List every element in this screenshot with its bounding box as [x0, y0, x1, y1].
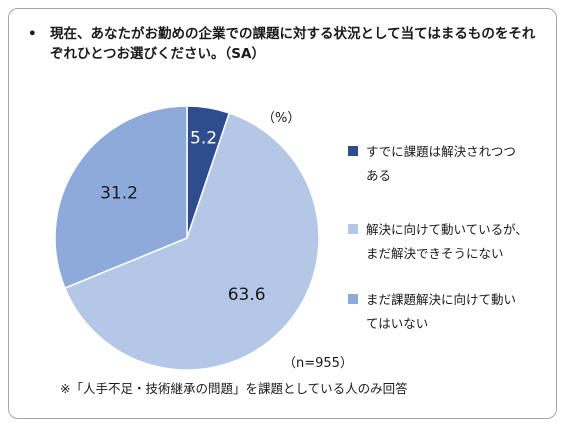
- legend-label-1: すでに課題は解決されつつ ある: [366, 144, 516, 183]
- slice-value-label-2: 63.6: [228, 285, 266, 305]
- slice-value-label-3: 31.2: [100, 183, 138, 203]
- slice-value-label-1: 5.2: [190, 129, 217, 149]
- legend-label-3: まだ課題解決に向けて動い てはいない: [366, 292, 517, 331]
- legend-item-1: すでに課題は解決されつつ ある: [348, 140, 548, 188]
- pie-slice-2: [63, 112, 320, 371]
- legend-label-2: 解決に向けて動いているが、 まだ解決できそうにない: [366, 222, 528, 261]
- legend-swatch-1: [348, 146, 358, 156]
- legend-swatch-2: [348, 224, 358, 234]
- legend-swatch-3: [348, 294, 358, 304]
- question-text: 現在、あなたがお勤めの企業での課題に対する状況として当てはまるものをそれぞれひと…: [50, 26, 536, 62]
- legend-item-3: まだ課題解決に向けて動い てはいない: [348, 288, 548, 336]
- question-bullet: •: [28, 26, 37, 42]
- unit-label: （%）: [262, 111, 301, 126]
- sample-size: （n=955）: [283, 356, 353, 371]
- question-block: • 現在、あなたがお勤めの企業での課題に対する状況として当てはまるものをそれぞれ…: [28, 24, 548, 64]
- pie-slice-3: [54, 105, 188, 290]
- footnote: ※「人手不足・技術継承の問題」を課題としている人のみ回答: [60, 381, 408, 396]
- legend-item-2: 解決に向けて動いているが、 まだ解決できそうにない: [348, 218, 548, 266]
